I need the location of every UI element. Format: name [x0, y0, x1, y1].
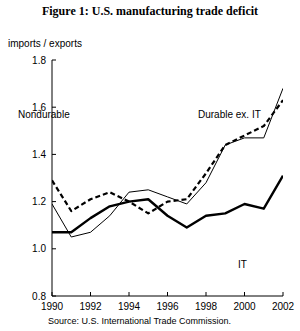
- x-tick: [283, 292, 284, 296]
- y-tick: [52, 154, 56, 155]
- y-tick-label: 1.8: [32, 55, 46, 66]
- x-tick-label: 1998: [195, 301, 218, 312]
- y-tick-label: 1.0: [32, 243, 46, 254]
- chart: Figure 1: U.S. manufacturing trade defic…: [0, 0, 300, 331]
- y-tick: [52, 201, 56, 202]
- series-line: [52, 176, 283, 233]
- y-tick: [52, 248, 56, 249]
- x-tick-label: 1994: [118, 301, 141, 312]
- y-tick-label: 0.8: [32, 291, 46, 302]
- y-axis: [52, 60, 53, 296]
- source: Source: U.S. International Trade Commiss…: [48, 316, 231, 326]
- series-line: [52, 88, 283, 237]
- title: Figure 1: U.S. manufacturing trade defic…: [42, 4, 258, 18]
- y-tick-label: 1.2: [32, 196, 46, 207]
- x-tick-label: 1996: [156, 301, 179, 312]
- x-tick: [90, 292, 91, 296]
- series-label: Durable ex. IT: [198, 109, 261, 120]
- plot-area: [52, 88, 283, 237]
- y-tick: [52, 60, 56, 61]
- x-tick: [52, 292, 53, 296]
- x-tick: [244, 292, 245, 296]
- x-tick: [206, 292, 207, 296]
- x-tick-label: 1990: [41, 301, 64, 312]
- x-tick: [167, 292, 168, 296]
- y-tick: [52, 296, 56, 297]
- y-axis-label: imports / exports: [8, 38, 82, 49]
- x-tick-label: 2000: [233, 301, 256, 312]
- x-tick-label: 2002: [272, 301, 295, 312]
- x-tick-label: 1992: [79, 301, 102, 312]
- y-tick-label: 1.4: [32, 149, 46, 160]
- series-label: Nondurable: [18, 109, 70, 120]
- series-label: IT: [238, 259, 247, 270]
- y-tick: [52, 107, 56, 108]
- x-tick: [129, 292, 130, 296]
